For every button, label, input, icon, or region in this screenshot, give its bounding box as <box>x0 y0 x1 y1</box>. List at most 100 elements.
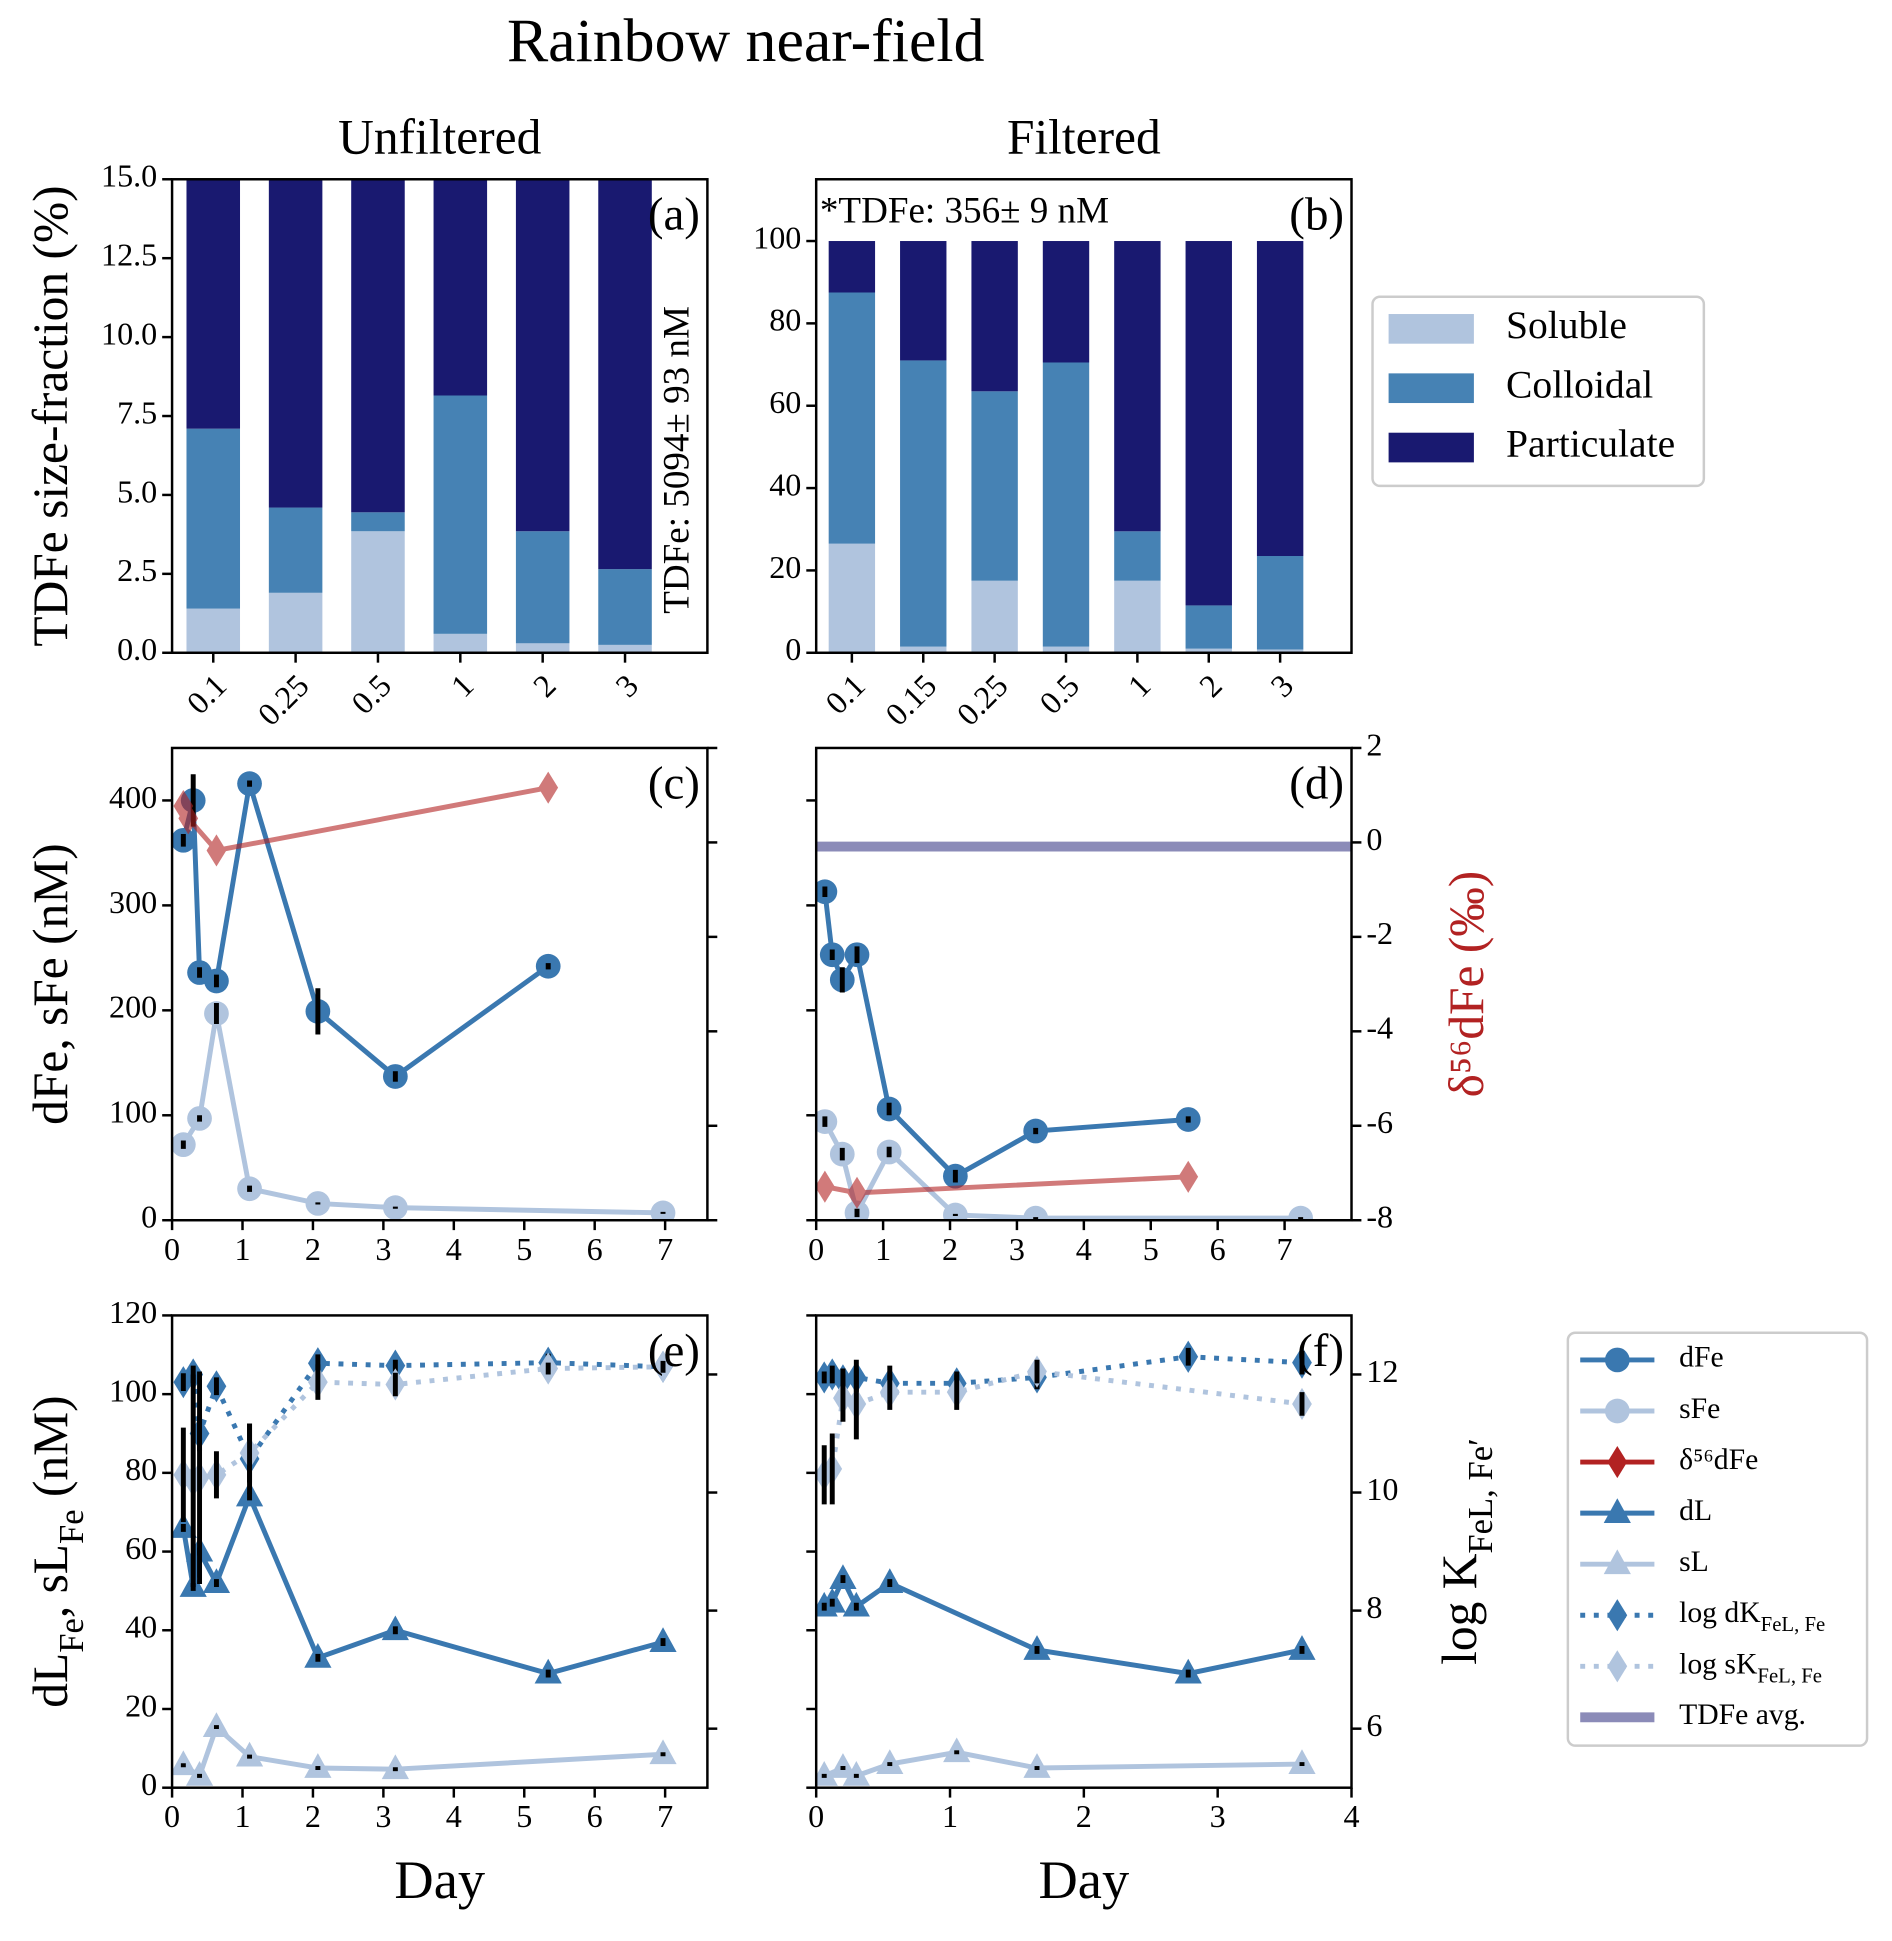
x-tick-label: 2 <box>1076 1798 1092 1834</box>
marker <box>829 1753 857 1778</box>
axes-frame <box>170 178 709 655</box>
y2-tick-label: 6 <box>1366 1707 1382 1743</box>
y-axis-label: TDFe size-fraction (%) <box>23 185 78 646</box>
legend-label-part: log sK <box>1679 1648 1758 1680</box>
bar-segment <box>186 608 241 653</box>
y2-tick-label: 12 <box>1366 1353 1398 1389</box>
series-line <box>822 891 1189 1180</box>
y-tick-label: 0.0 <box>117 631 157 667</box>
y-tick-label: 60 <box>125 1530 157 1566</box>
y-tick-label: 40 <box>769 466 801 502</box>
x-tick-label: 1 <box>234 1798 250 1834</box>
y2-axis-label-part: FeL, Fe′ <box>1462 1438 1500 1553</box>
marker <box>876 1749 904 1774</box>
legend-swatch <box>1388 314 1474 344</box>
series-line <box>181 1722 664 1780</box>
y-tick-label: 0 <box>141 1766 157 1802</box>
y-tick-label: 100 <box>753 219 801 255</box>
plot-area <box>816 1340 1316 1786</box>
bar-segment <box>900 360 947 647</box>
legend-label: sFe <box>1679 1393 1720 1425</box>
x-tick-label: 0 <box>808 1798 824 1834</box>
y2-tick-label: -4 <box>1366 1010 1393 1046</box>
panel-label: (a) <box>648 189 700 241</box>
plot-area <box>828 241 1304 653</box>
series <box>816 1737 1316 1786</box>
series-line <box>822 1120 1301 1221</box>
series <box>172 1481 677 1684</box>
bar-segment <box>1114 580 1161 653</box>
y-tick-label: 100 <box>109 1094 157 1130</box>
y-tick-label: 400 <box>109 779 157 815</box>
legend-marker <box>1604 1398 1630 1424</box>
x-tick-label: 3 <box>1263 667 1300 704</box>
series-line <box>824 1174 1189 1196</box>
y-tick-label: 5.0 <box>117 473 157 509</box>
legend-marker <box>1607 1599 1628 1632</box>
y2-tick-label: 10 <box>1366 1471 1398 1507</box>
marker <box>1178 1160 1199 1193</box>
axes-frame <box>814 746 1353 1222</box>
marker <box>650 1200 676 1221</box>
bar-segment <box>900 646 947 653</box>
y-tick-label: 7.5 <box>117 394 157 430</box>
annotation: TDFe: 5094± 93 nM <box>657 306 698 614</box>
legend-label: log sKFeL, Fe <box>1679 1648 1822 1687</box>
bar-segment <box>1185 241 1232 606</box>
plot-area <box>816 841 1352 1221</box>
y-axis-label: dLFe, sLFe (nM) <box>23 1395 91 1707</box>
figure-title: Rainbow near-field <box>507 7 985 75</box>
x-tick-label: 2 <box>305 1798 321 1834</box>
y-axis-label-part: (nM) <box>23 1395 78 1509</box>
marker <box>649 1739 677 1765</box>
annotation: *TDFe: 356± 9 nM <box>820 190 1109 231</box>
x-tick-label: 0.5 <box>344 667 398 721</box>
bar-segment <box>828 543 876 653</box>
x-tick-label: 7 <box>1277 1231 1293 1267</box>
marker <box>185 1761 214 1786</box>
y2-tick-label: 8 <box>1366 1589 1382 1625</box>
y2-tick-label: -6 <box>1366 1104 1393 1140</box>
bar-segment <box>515 179 570 532</box>
y-tick-label: 80 <box>769 302 801 338</box>
x-tick-label: 0.25 <box>250 667 315 732</box>
bar-segment <box>971 580 1018 653</box>
series <box>816 879 1201 1189</box>
legend-label: TDFe avg. <box>1679 1699 1806 1731</box>
panel-title: Unfiltered <box>338 110 541 165</box>
y-tick-label: 100 <box>109 1373 157 1409</box>
legend-label: δ⁵⁶dFe <box>1679 1444 1758 1476</box>
bar-segment <box>433 633 488 653</box>
y-tick-label: 40 <box>125 1609 157 1645</box>
x-tick-label: 5 <box>516 1798 532 1834</box>
y-tick-label: 15.0 <box>101 158 157 194</box>
y-tick-label: 20 <box>769 549 801 585</box>
legend-label-part: FeL, Fe <box>1757 1665 1822 1687</box>
x-tick-label: 4 <box>446 1231 462 1267</box>
axes-frame <box>170 1314 709 1789</box>
x-tick-label: 1 <box>234 1231 250 1267</box>
legend-label: sL <box>1679 1546 1709 1578</box>
y2-tick-label: 0 <box>1366 821 1382 857</box>
marker <box>1023 1205 1049 1221</box>
x-tick-label: 3 <box>375 1798 391 1834</box>
marker <box>943 1737 971 1763</box>
bar-segment <box>1185 605 1232 649</box>
bar-segment <box>268 592 323 653</box>
legend-label: log dKFeL, Fe <box>1679 1597 1825 1636</box>
marker <box>1023 1753 1051 1778</box>
x-tick-label: 6 <box>587 1798 603 1834</box>
legend-label: Soluble <box>1506 303 1627 347</box>
marker <box>304 1753 332 1778</box>
marker <box>172 1750 197 1776</box>
y-tick-label: 12.5 <box>101 237 157 273</box>
legend-marker <box>1604 1347 1630 1373</box>
x-tick-label: 1 <box>1121 667 1158 704</box>
axes-frame <box>814 178 1353 655</box>
x-tick-label: 2 <box>305 1231 321 1267</box>
marker <box>1288 1205 1314 1221</box>
bar-segment <box>1256 556 1304 650</box>
y-tick-label: 120 <box>109 1294 157 1330</box>
y2-tick-label: 2 <box>1366 726 1382 762</box>
